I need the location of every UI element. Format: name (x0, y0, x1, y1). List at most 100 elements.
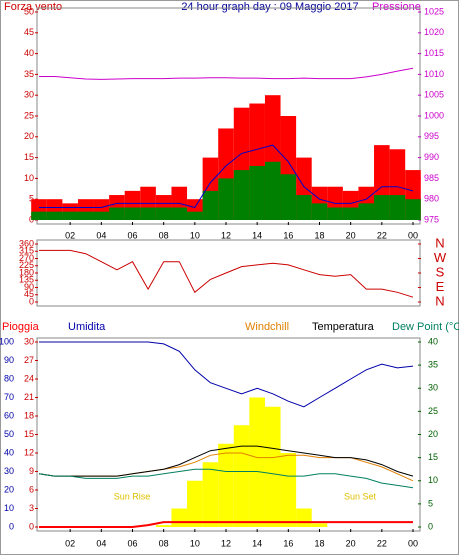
y3-tick-label: 30 (24, 336, 34, 346)
y3-tick-label: 21 (24, 392, 34, 402)
x-tick-label: 14 (252, 538, 262, 548)
line (38, 445, 414, 477)
x-tick-label: 12 (221, 230, 231, 240)
x-tick-label: 10 (190, 230, 200, 240)
bar (62, 211, 78, 220)
bar (249, 397, 265, 527)
line (39, 521, 413, 528)
y-tick-label: 270 (19, 253, 34, 263)
x-tick-label: 10 (190, 538, 200, 548)
y-tick-label: 360 (19, 238, 34, 248)
x-tick-label: 04 (96, 538, 106, 548)
bar (218, 178, 234, 220)
y-tick-label: 90 (24, 282, 34, 292)
bar (280, 174, 297, 220)
bar (202, 190, 219, 220)
bar (218, 443, 234, 527)
x-tick-label: 18 (314, 538, 324, 548)
y2-tick-label: 980 (424, 194, 439, 204)
y3-tick-label: 15 (24, 429, 34, 439)
bar (405, 199, 421, 220)
bar (171, 508, 188, 527)
y2-tick-label: N (435, 293, 444, 308)
y2-tick-label: 25 (428, 406, 438, 416)
x-tick-label: 04 (96, 230, 106, 240)
y2-tick-label: 1000 (424, 110, 444, 120)
y-tick-label: 40 (24, 48, 34, 58)
x-tick-label: 08 (159, 538, 169, 548)
y-tick-label: 135 (19, 275, 34, 285)
bar (77, 211, 94, 220)
y-tick-label: 225 (19, 260, 34, 270)
x-tick-label: 22 (377, 230, 387, 240)
y2-tick-label: N (435, 235, 444, 250)
y-tick-label: 45 (24, 289, 34, 299)
x-tick-label: 16 (283, 230, 293, 240)
bar (342, 207, 359, 220)
legend-entry: Dew Point (°C (392, 321, 459, 333)
x-tick-label: 00 (408, 230, 418, 240)
y2-tick-label: 985 (424, 173, 439, 183)
y-tick-label: 315 (19, 246, 34, 256)
y-tick-label: 100 (0, 336, 14, 346)
y3-tick-label: 12 (24, 447, 34, 457)
bar (327, 207, 343, 220)
y-tick-label: 90 (4, 355, 14, 365)
y2-tick-label: 975 (424, 214, 439, 224)
y-tick-label: 20 (24, 131, 34, 141)
wind-label: Forza vento (4, 1, 62, 13)
line (39, 144, 414, 209)
bar (187, 480, 203, 527)
y3-tick-label: 24 (24, 373, 34, 383)
y2-tick-label: 995 (424, 131, 439, 141)
y-tick-label: 20 (4, 484, 14, 494)
y2-tick-label: 1005 (424, 90, 444, 100)
x-tick-label: 06 (127, 538, 137, 548)
x-tick-label: 14 (252, 230, 262, 240)
y-tick-label: 45 (24, 27, 34, 37)
x-tick-label: 20 (346, 230, 356, 240)
y-tick-label: 80 (4, 373, 14, 383)
x-tick-label: 00 (408, 538, 418, 548)
x-tick-label: 02 (65, 538, 75, 548)
bar (389, 195, 406, 220)
bar (233, 170, 250, 220)
y2-tick-label: 35 (428, 360, 438, 370)
bar (358, 203, 375, 220)
bar (296, 508, 312, 527)
y-tick-label: 50 (24, 6, 34, 16)
y-tick-label: 70 (4, 392, 14, 402)
y3-tick-label: 3 (29, 503, 34, 513)
y2-tick-label: 20 (428, 429, 438, 439)
y2-tick-label: S (436, 264, 445, 279)
y-tick-label: 180 (19, 267, 34, 277)
y-tick-label: 35 (24, 69, 34, 79)
y2-tick-label: 30 (428, 383, 438, 393)
annotation: Sun Set (344, 491, 377, 501)
bar (374, 195, 390, 220)
bar (155, 525, 172, 527)
x-tick-label: 16 (283, 538, 293, 548)
legend-entry: Windchill (245, 321, 289, 333)
legend-entry: Temperatura (312, 321, 375, 333)
x-tick-label: 08 (159, 230, 169, 240)
legend-entry: Umidita (68, 321, 106, 333)
y3-tick-label: 18 (24, 410, 34, 420)
y2-tick-label: 5 (428, 498, 433, 508)
x-tick-label: 06 (127, 230, 137, 240)
y2-tick-label: 0 (428, 521, 433, 531)
y-tick-label: 10 (24, 173, 34, 183)
legend-entry: Pioggia (2, 321, 40, 333)
y-tick-label: 25 (24, 110, 34, 120)
line (39, 67, 414, 80)
y2-tick-label: 1015 (424, 48, 444, 58)
bar (171, 207, 188, 220)
x-tick-label: 20 (346, 538, 356, 548)
bar (311, 203, 328, 220)
x-tick-label: 02 (65, 230, 75, 240)
bar (93, 211, 110, 220)
x-tick-label: 22 (377, 538, 387, 548)
bar (311, 523, 328, 527)
y3-tick-label: 9 (29, 466, 34, 476)
